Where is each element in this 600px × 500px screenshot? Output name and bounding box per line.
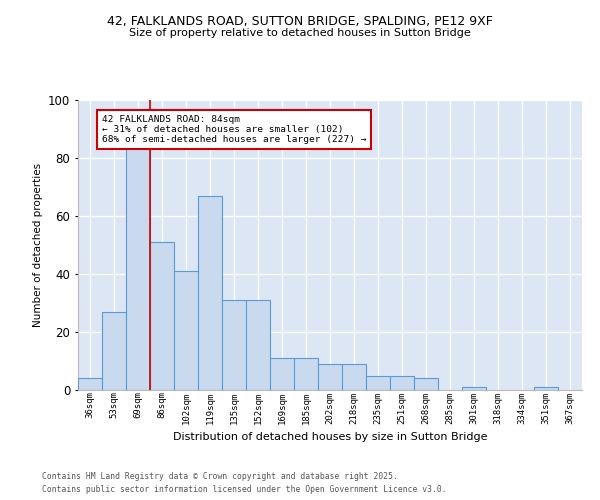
Bar xyxy=(318,364,342,390)
Bar xyxy=(414,378,438,390)
Text: 42 FALKLANDS ROAD: 84sqm
← 31% of detached houses are smaller (102)
68% of semi-: 42 FALKLANDS ROAD: 84sqm ← 31% of detach… xyxy=(102,114,367,144)
Bar xyxy=(534,387,558,390)
Bar xyxy=(222,300,246,390)
Y-axis label: Number of detached properties: Number of detached properties xyxy=(32,163,43,327)
Bar xyxy=(78,378,102,390)
Bar xyxy=(342,364,366,390)
Bar xyxy=(246,300,270,390)
Bar xyxy=(270,358,294,390)
Bar xyxy=(294,358,318,390)
Bar xyxy=(102,312,126,390)
Bar xyxy=(390,376,414,390)
Text: Contains public sector information licensed under the Open Government Licence v3: Contains public sector information licen… xyxy=(42,485,446,494)
Text: Contains HM Land Registry data © Crown copyright and database right 2025.: Contains HM Land Registry data © Crown c… xyxy=(42,472,398,481)
Text: Size of property relative to detached houses in Sutton Bridge: Size of property relative to detached ho… xyxy=(129,28,471,38)
Text: 42, FALKLANDS ROAD, SUTTON BRIDGE, SPALDING, PE12 9XF: 42, FALKLANDS ROAD, SUTTON BRIDGE, SPALD… xyxy=(107,15,493,28)
Bar xyxy=(366,376,390,390)
X-axis label: Distribution of detached houses by size in Sutton Bridge: Distribution of detached houses by size … xyxy=(173,432,487,442)
Bar xyxy=(126,146,150,390)
Bar xyxy=(198,196,222,390)
Bar xyxy=(150,242,174,390)
Bar xyxy=(462,387,486,390)
Bar xyxy=(174,271,198,390)
